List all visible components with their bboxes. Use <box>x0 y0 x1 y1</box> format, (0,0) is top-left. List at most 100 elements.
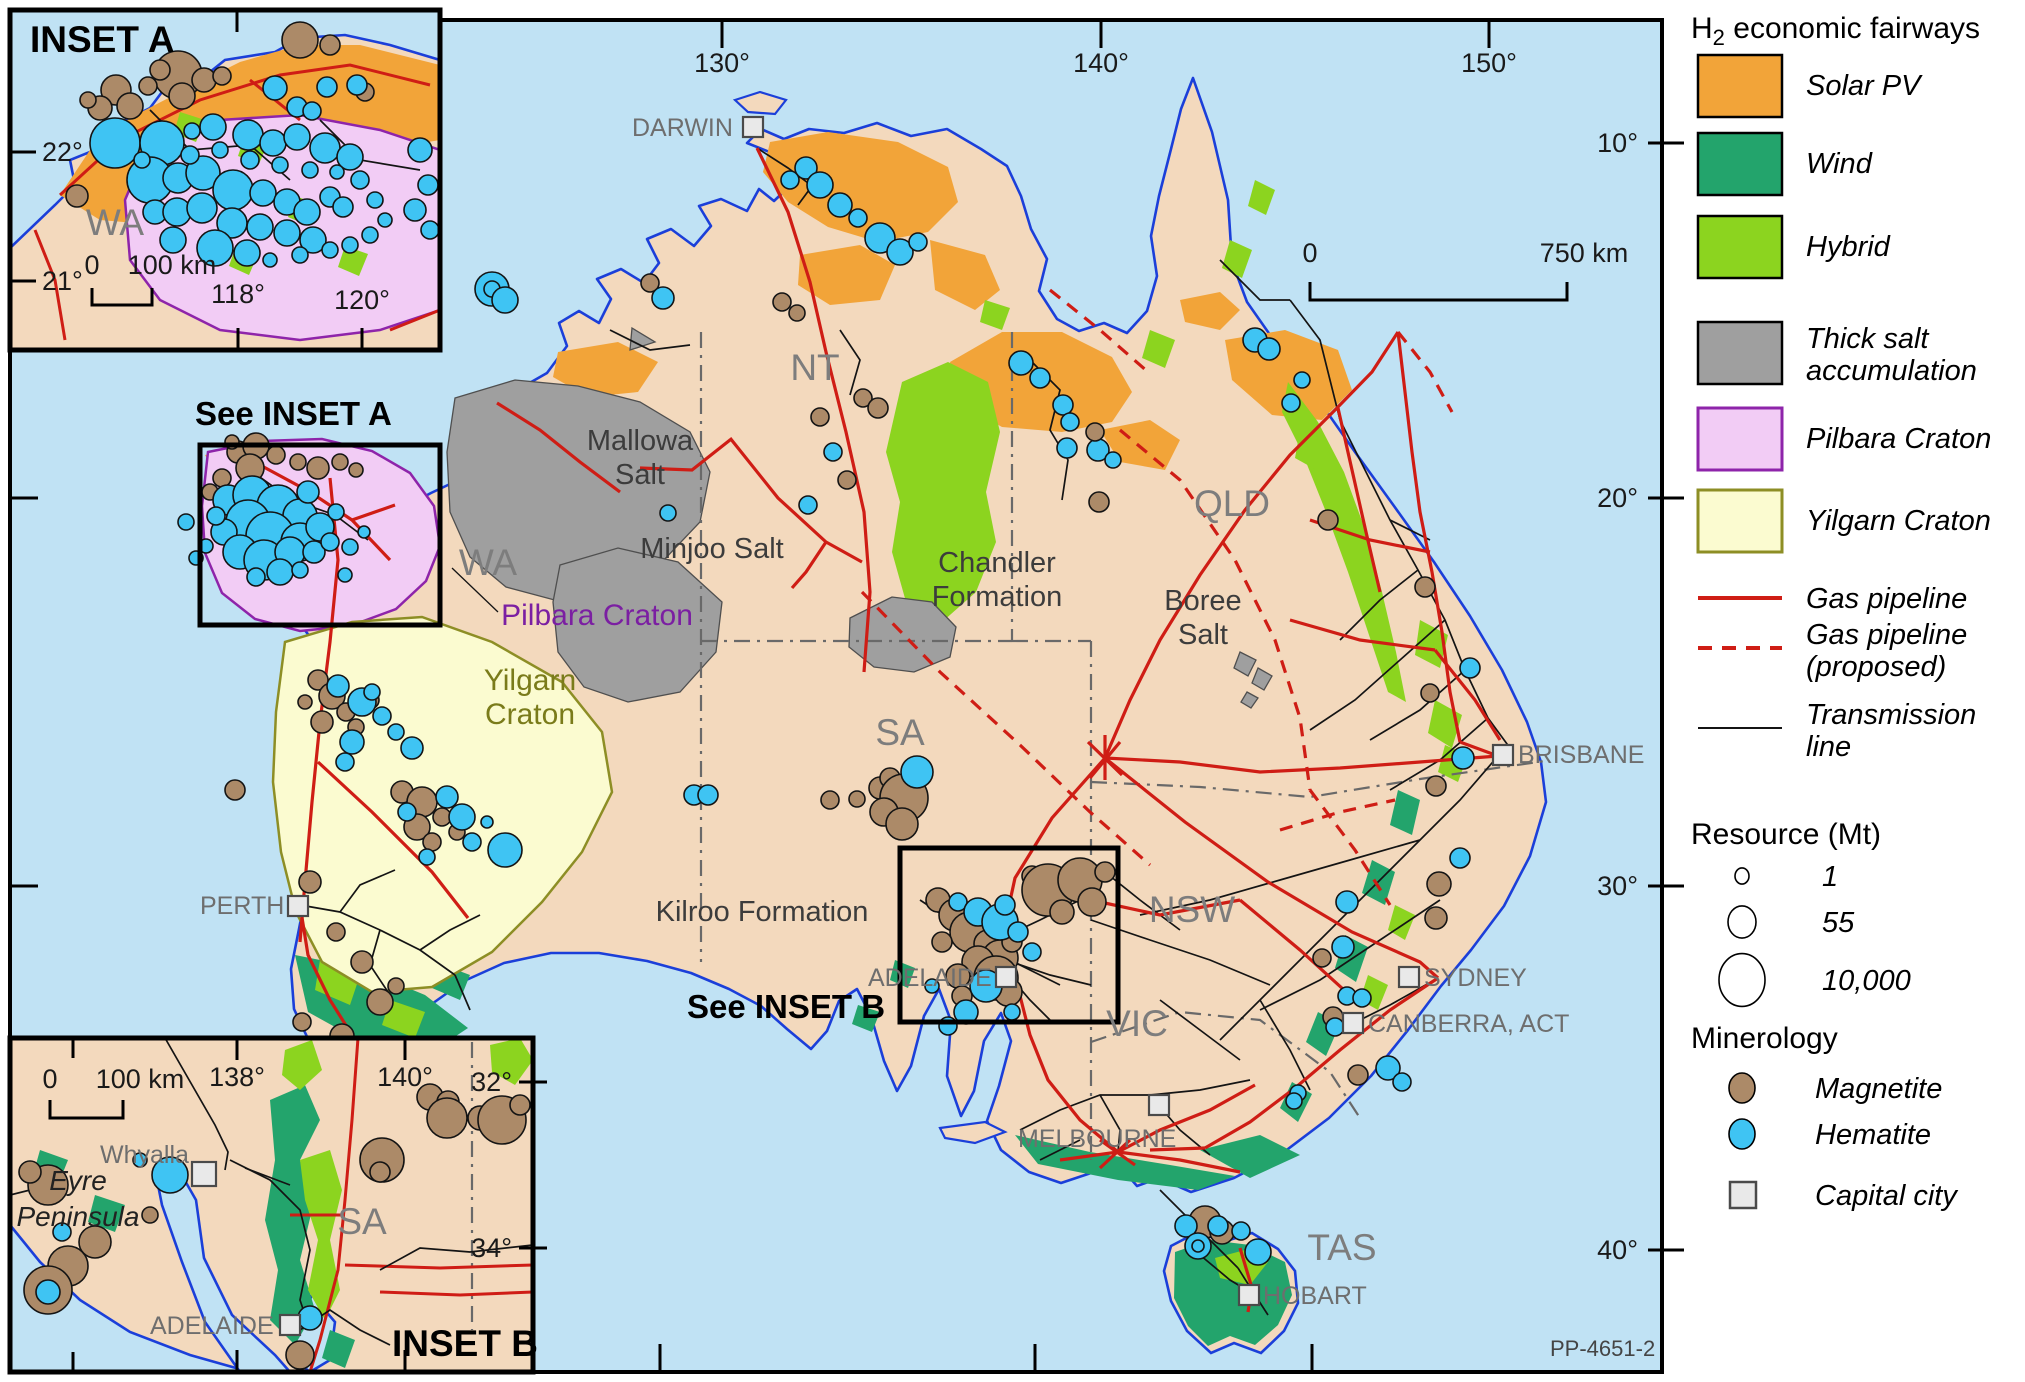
inset-a-scale-zero: 0 <box>84 250 99 280</box>
hematite-deposit <box>407 137 433 163</box>
inset-b-hybrid <box>282 1038 533 1320</box>
inset-b-scale-bar: 0 100 km <box>42 1064 184 1120</box>
hematite-deposit <box>1022 942 1042 962</box>
feature-label: Salt <box>1178 619 1228 651</box>
legend-fairways: Solar PV Wind Hybrid Thick saltaccumulation… <box>1696 53 1991 554</box>
hematite-deposit <box>180 145 200 165</box>
hematite-deposit <box>246 567 266 587</box>
hematite-deposit <box>420 220 440 240</box>
hematite-deposit <box>302 540 326 564</box>
hematite-deposit <box>291 561 309 579</box>
hematite-deposit <box>651 286 675 310</box>
inset-a <box>10 10 440 350</box>
hematite-deposit <box>291 246 309 264</box>
hematite-deposit <box>52 1222 72 1242</box>
hematite-deposit <box>293 198 321 226</box>
inset-a-lat-label: 22° <box>42 137 83 167</box>
feature-label: Salt <box>615 459 665 491</box>
hematite-deposit <box>199 113 227 141</box>
feature-label: Mallowa <box>587 425 694 457</box>
magnetite-deposit <box>931 931 953 953</box>
hematite-deposit <box>297 1305 323 1331</box>
hematite-deposit <box>697 784 719 806</box>
salt-regions <box>446 326 1273 709</box>
legend-resource-title: Resource (Mt) <box>1691 818 1881 851</box>
feature-label: Chandler <box>938 547 1056 579</box>
hematite-deposit <box>302 101 322 121</box>
inset-a-graticule: 22° 21° 118° 120° <box>10 10 390 350</box>
hematite-deposit <box>329 164 345 180</box>
hematite-deposit <box>336 143 364 171</box>
inset-a-scale-max: 100 km <box>128 250 217 280</box>
magnetite-deposit <box>867 397 889 419</box>
hematite-deposit <box>400 736 424 760</box>
inset-a-lat-label: 21° <box>42 266 83 296</box>
magnetite-deposit <box>366 988 394 1016</box>
hematite-deposit <box>798 495 818 515</box>
city-label-melbourne: MELBOURNE <box>1018 1125 1176 1153</box>
inset-b-scale-zero: 0 <box>42 1064 57 1094</box>
legend-fairway-label: accumulation <box>1806 355 1977 387</box>
magnetite-deposit <box>266 445 286 465</box>
magnetite-deposit <box>297 694 313 710</box>
magnetite-deposit <box>1420 683 1440 703</box>
hematite-deposit <box>326 674 350 698</box>
hematite-deposit <box>806 171 834 199</box>
capital-city-square <box>278 1313 302 1337</box>
eyre-peninsula-label-line: Peninsula <box>17 1201 140 1232</box>
magnetite-deposit <box>1424 906 1448 930</box>
magnetite-deposit <box>1317 509 1339 531</box>
city-label-hobart: HOBART <box>1263 1282 1367 1310</box>
resource-size-circle <box>1718 952 1766 1008</box>
legend-line-1: Gas pipeline(proposed) <box>1698 619 1967 683</box>
town-label-whyalla: Whyalla <box>100 1141 189 1169</box>
state-borders <box>699 332 1546 1160</box>
magnetite-deposit <box>820 790 840 810</box>
magnetite-deposit <box>837 470 857 490</box>
hematite-deposit <box>1293 371 1311 389</box>
hematite-deposit <box>35 1279 61 1305</box>
legend-fairway-label: Pilbara Craton <box>1806 423 1991 455</box>
hematite-deposit <box>341 538 359 556</box>
magnetite-deposit <box>387 977 405 995</box>
hematite-deposit <box>327 503 345 521</box>
feature-label: Boree <box>1164 585 1241 617</box>
hematite-deposit <box>1352 988 1372 1008</box>
hematite-deposit <box>1056 437 1078 459</box>
hematite-deposit <box>1003 1003 1021 1021</box>
magnetite-deposit <box>79 91 97 109</box>
magnetite-deposit <box>310 710 334 734</box>
capital-city-square <box>1147 1093 1171 1117</box>
feature-label: Minjoo Salt <box>640 533 783 565</box>
magnetite-deposit <box>306 456 330 480</box>
meridian-label: 150° <box>1461 48 1517 78</box>
hematite-deposit <box>1335 890 1359 914</box>
hematite-deposit <box>491 286 519 314</box>
hematite-deposit <box>296 480 320 504</box>
legend-title: H2 economic fairways <box>1691 12 1980 50</box>
legend-fairway-label: Yilgarn Craton <box>1806 505 1991 537</box>
hematite-deposit <box>780 170 800 190</box>
capital-city-square <box>1237 1283 1261 1307</box>
hematite-deposit <box>240 150 260 170</box>
parallel-label: 30° <box>1597 871 1638 901</box>
city-label-perth: PERTH <box>200 892 284 920</box>
parallel-label: 20° <box>1597 483 1638 513</box>
magnetite-deposit <box>810 407 830 427</box>
main-map-frame <box>8 18 1664 1374</box>
magnetite-deposit <box>1425 775 1447 797</box>
legend-line-0: Gas pipeline <box>1698 583 1967 615</box>
magnetite-deposit <box>331 453 349 471</box>
hematite-deposit <box>259 129 287 157</box>
scale-max: 750 km <box>1540 238 1629 268</box>
hybrid-regions <box>285 180 1468 1285</box>
hematite-deposit <box>299 226 327 254</box>
hematite-deposit <box>321 241 339 259</box>
city-label-darwin: DARWIN <box>632 114 733 142</box>
legend-swatch <box>1696 131 1784 197</box>
magnetite-deposit <box>1347 1064 1369 1086</box>
inset-a-lon-label: 118° <box>211 279 265 309</box>
city-label-adelaide-inset: ADELAIDE <box>150 1312 274 1340</box>
legend-fairway-label: Thick salt <box>1806 323 1930 355</box>
hematite-deposit <box>448 803 476 831</box>
